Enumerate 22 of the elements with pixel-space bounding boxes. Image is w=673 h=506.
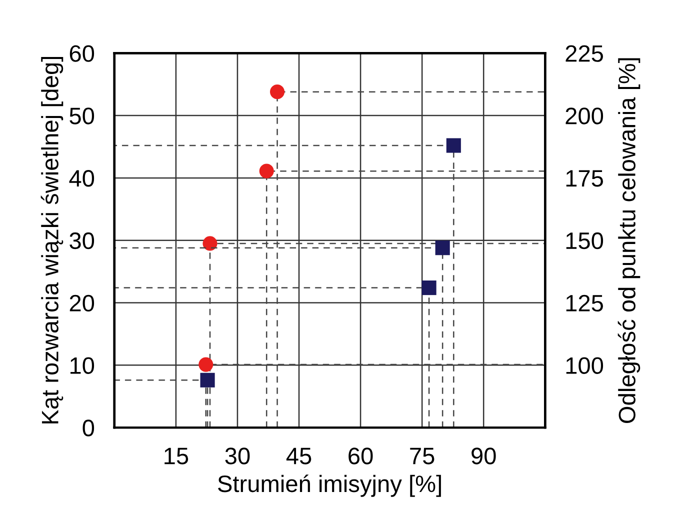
x-tick-label: 75 [410, 448, 434, 464]
y2-axis-title: Odległość od punktu celowania [%] [618, 58, 640, 423]
y-tick-label: 50 [70, 108, 94, 124]
y-axis-title: Kąt rozwarcia wiązki świetlnej [deg] [40, 57, 64, 424]
y2-tick-label: 100 [566, 357, 604, 374]
x-tick-label: 15 [164, 448, 188, 464]
x-axis-title: Strumień imisyjny [%] [218, 474, 441, 497]
y-tick-label: 60 [70, 45, 94, 62]
y-tick-label: 40 [69, 170, 94, 187]
y-tick-label: 20 [70, 294, 94, 312]
y2-tick-label: 150 [566, 232, 604, 250]
y2-tick-label: 175 [566, 170, 603, 187]
y-tick-label: 30 [70, 232, 94, 250]
x-tick-label: 90 [472, 448, 496, 464]
y2-tick-label: 200 [566, 108, 604, 124]
x-tick-label: 30 [225, 448, 250, 464]
x-tick-label: 45 [286, 448, 312, 464]
y-tick-label: 0 [82, 420, 94, 436]
y2-tick-label: 225 [566, 45, 603, 62]
y2-tick-label: 125 [566, 294, 603, 312]
y-tick-label: 10 [70, 357, 94, 374]
x-tick-label: 60 [348, 448, 373, 464]
